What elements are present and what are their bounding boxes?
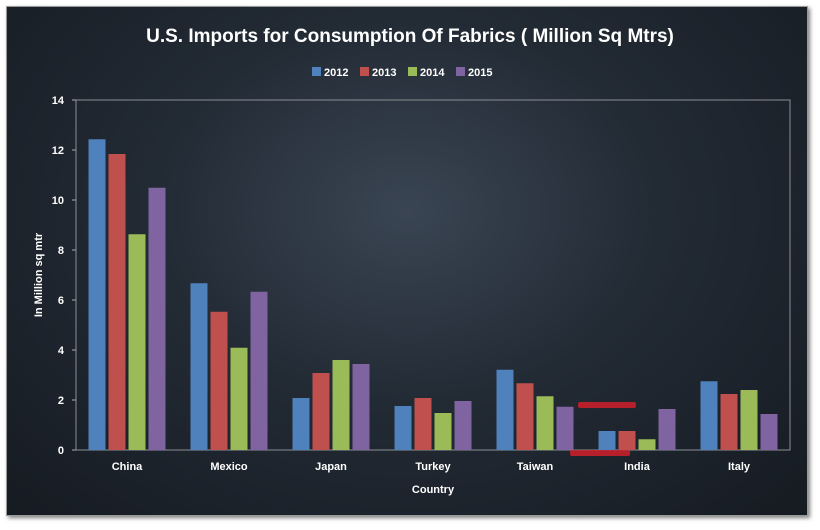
legend-label-2015: 2015 [468,67,492,79]
plot-area-border [75,99,791,451]
x-tick-label: China [112,461,143,473]
bar-turkey-2015 [454,401,472,450]
bar-china-2013 [108,154,126,450]
bar-india-2014 [638,439,656,450]
x-tick-label: Mexico [210,461,248,473]
y-tick-label: 0 [58,445,64,457]
y-tick-label: 12 [52,145,64,157]
legend-swatch-2014 [408,67,417,76]
bar-italy-2013 [720,394,738,450]
x-axis-label: Country [412,484,455,496]
bar-taiwan-2012 [496,369,514,450]
y-axis: 0 2 4 6 8 10 12 14 [52,95,791,457]
bar-china-2015 [148,187,166,450]
bar-japan-2012 [292,398,310,450]
bar-taiwan-2013 [516,383,534,450]
x-tick-label: Turkey [415,461,451,473]
bar-turkey-2013 [414,398,432,450]
bar-india-2013 [618,431,636,450]
bar-italy-2014 [740,390,758,450]
y-axis-label: In Million sq mtr [33,232,45,317]
bar-mexico-2012 [190,283,208,450]
y-tick-label: 6 [58,295,64,307]
bar-taiwan-2015 [556,406,574,450]
y-tick-label: 14 [52,95,65,107]
legend: 2012 2013 2014 2015 [312,67,492,79]
legend-swatch-2015 [456,67,465,76]
bars [88,139,778,450]
bar-mexico-2015 [250,291,268,450]
bar-italy-2015 [760,414,778,450]
x-axis: China Mexico Japan Turkey Taiwan India Italy [112,461,751,473]
legend-swatch-2012 [312,67,321,76]
bar-italy-2012 [700,381,718,450]
y-tick-label: 2 [58,395,64,407]
x-tick-label: Taiwan [517,461,554,473]
y-tick-label: 4 [58,345,65,357]
x-tick-label: Italy [728,461,751,473]
bar-india-2015 [658,409,676,450]
bar-mexico-2014 [230,347,248,450]
bar-china-2014 [128,234,146,450]
legend-label-2013: 2013 [372,67,396,79]
red-annotation-mark [570,450,630,456]
bar-japan-2014 [332,360,350,450]
bar-turkey-2014 [434,413,452,450]
bar-taiwan-2014 [536,396,554,450]
bar-china-2012 [88,139,106,450]
y-tick-label: 10 [52,195,64,207]
chart-title: U.S. Imports for Consumption Of Fabrics … [146,26,674,47]
legend-label-2014: 2014 [420,67,445,79]
legend-label-2012: 2012 [324,67,348,79]
red-annotation-mark [578,402,636,408]
bar-india-2012 [598,431,616,450]
bar-japan-2015 [352,364,370,450]
bar-turkey-2012 [394,406,412,450]
x-tick-label: India [624,461,651,473]
bar-japan-2013 [312,373,330,450]
y-tick-label: 8 [58,245,64,257]
x-tick-label: Japan [315,461,347,473]
bar-mexico-2013 [210,311,228,450]
legend-swatch-2013 [360,67,369,76]
